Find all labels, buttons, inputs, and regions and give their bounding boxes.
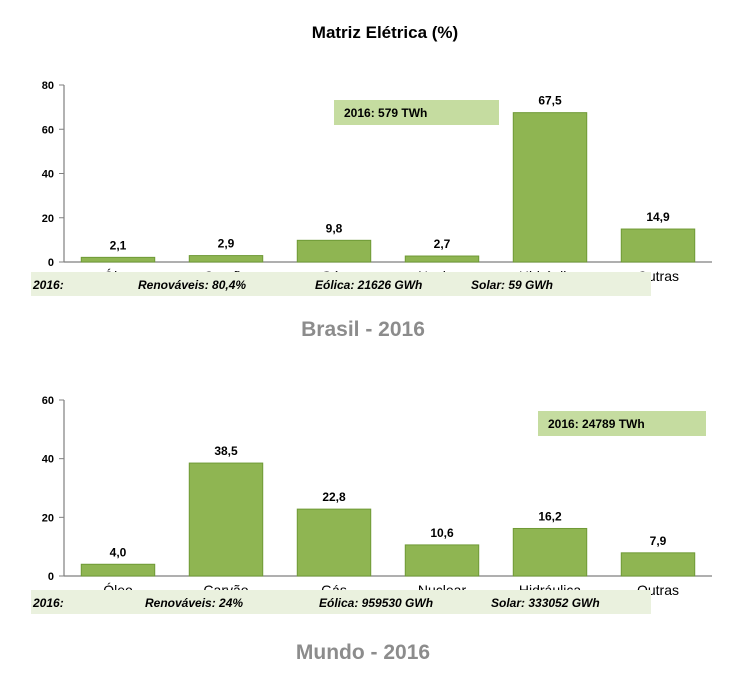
y-tick-label: 0: [48, 571, 54, 583]
bar-value-label: 2,9: [218, 237, 235, 251]
bar-value-label: 2,7: [434, 237, 451, 251]
bar-value-label: 10,6: [430, 526, 454, 540]
footer-strip: [31, 272, 651, 296]
chart-subtitle: Brasil - 2016: [301, 318, 425, 341]
y-tick-label: 40: [42, 169, 54, 181]
y-tick-label: 60: [42, 124, 54, 136]
footer-item: Solar: 333052 GWh: [491, 596, 600, 610]
bar-óleo: [80, 563, 156, 577]
footer-item: Solar: 59 GWh: [471, 278, 553, 292]
bar-outras: [620, 228, 696, 263]
footer-item: Renováveis: 24%: [145, 596, 243, 610]
footer-item: Eólica: 959530 GWh: [319, 596, 433, 610]
y-tick-label: 20: [42, 512, 54, 524]
y-tick-label: 20: [42, 213, 54, 225]
bar-value-label: 2,1: [110, 238, 127, 252]
brasil-chart: 0204060802,1Óleo2,9Carvão9,8Gás2,7Nuclea…: [31, 80, 712, 341]
bar-value-label: 4,0: [110, 545, 127, 559]
footer-year: 2016:: [32, 278, 64, 292]
info-box-text: 2016: 24789 TWh: [548, 417, 645, 431]
bar-value-label: 9,8: [326, 221, 343, 235]
y-tick-label: 0: [48, 257, 54, 269]
bar-outras: [620, 552, 696, 577]
bar-hidráulica: [512, 527, 588, 577]
bar-gás: [296, 239, 372, 263]
y-tick-label: 60: [42, 395, 54, 407]
bar-value-label: 16,2: [538, 509, 562, 523]
footer-item: Eólica: 21626 GWh: [315, 278, 422, 292]
info-box: [334, 100, 499, 125]
y-tick-label: 40: [42, 454, 54, 466]
bar-gás: [296, 508, 372, 577]
chart-subtitle: Mundo - 2016: [296, 641, 430, 664]
bar-carvão: [188, 255, 264, 263]
info-box-text: 2016: 579 TWh: [344, 106, 427, 120]
info-box: [538, 411, 706, 436]
bar-value-label: 7,9: [650, 534, 667, 548]
figure-title: Matriz Elétrica (%): [312, 23, 458, 42]
bar-value-label: 22,8: [322, 490, 346, 504]
bar-nuclear: [404, 255, 480, 263]
footer-item: Renováveis: 80,4%: [138, 278, 246, 292]
bar-nuclear: [404, 544, 480, 577]
bar-carvão: [188, 462, 264, 577]
bar-hidráulica: [512, 112, 588, 263]
bar-óleo: [80, 256, 156, 263]
bar-value-label: 38,5: [214, 444, 238, 458]
bar-value-label: 14,9: [646, 210, 670, 224]
footer-year: 2016:: [32, 596, 64, 610]
footer-strip: [31, 590, 651, 614]
y-tick-label: 80: [42, 80, 54, 92]
mundo-chart: 02040604,0Óleo38,5Carvão22,8Gás10,6Nucle…: [31, 395, 712, 664]
bar-value-label: 67,5: [538, 94, 562, 108]
